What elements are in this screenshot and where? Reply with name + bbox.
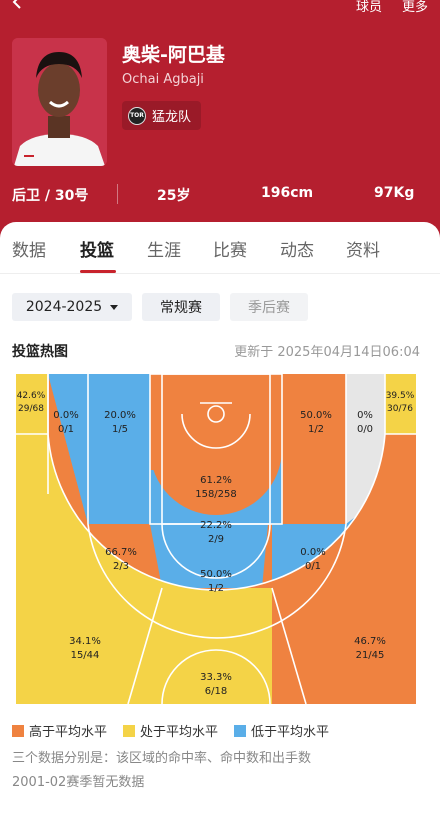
zone-top3: [128, 588, 272, 704]
shot-heatmap-court: 42.6% 29/68 39.5% 30/76 0.0% 0/1 20.0% 1…: [16, 374, 416, 704]
active-tab-indicator: [80, 270, 116, 273]
label-top-mid-made: 1/2: [208, 583, 224, 594]
label-left-baseline-mid-pct: 0.0%: [53, 410, 78, 421]
player-name-en: Ochai Agbaji: [122, 72, 204, 87]
tab-stats[interactable]: 数据: [12, 241, 46, 261]
heatmap-title: 投篮热图: [12, 344, 68, 360]
label-ft-pct: 22.2%: [200, 520, 232, 531]
playoffs-label: 季后赛: [248, 300, 290, 316]
legend-above-label: 高于平均水平: [29, 725, 108, 740]
legend-swatch-avg: [123, 724, 136, 737]
label-right-wing-mid-pct: 0.0%: [300, 547, 325, 558]
tab-shooting[interactable]: 投篮: [80, 241, 114, 261]
label-paint-made: 158/258: [195, 489, 237, 500]
player-stats-row: 后卫 / 30号 25岁 196cm 97Kg: [0, 180, 440, 208]
tab-bar: 数据 投篮 生涯 比赛 动态 资料: [0, 222, 440, 274]
label-right-baseline-mid-made: 0/0: [357, 424, 373, 435]
caret-down-icon: [110, 304, 119, 310]
roster-link[interactable]: 球员: [355, 0, 382, 15]
top-nav: 球员 更多: [356, 0, 428, 15]
legend-swatch-below: [234, 724, 247, 737]
tab-career[interactable]: 生涯: [147, 241, 181, 261]
label-top-mid-pct: 50.0%: [200, 569, 232, 580]
season-value: 2024-2025: [25, 299, 103, 315]
tab-profile[interactable]: 资料: [346, 241, 380, 261]
team-badge[interactable]: TOR 猛龙队: [122, 101, 202, 130]
legend-avg-label: 处于平均水平: [140, 725, 219, 740]
regular-season-button[interactable]: 常规赛: [142, 293, 220, 321]
divider: [117, 184, 118, 204]
label-left-corner3-made: 29/68: [18, 404, 44, 414]
label-top3-made: 6/18: [205, 686, 227, 697]
label-top3-pct: 33.3%: [200, 672, 232, 683]
age: 25岁: [157, 188, 191, 204]
zone-right-corner3: [385, 374, 416, 434]
label-right-short-mid-pct: 50.0%: [300, 410, 332, 421]
label-left-wing-mid-pct: 66.7%: [105, 547, 137, 558]
label-ft-made: 2/9: [208, 534, 224, 545]
zone-right-short-mid: [282, 374, 346, 524]
label-left-corner3-pct: 42.6%: [17, 391, 46, 401]
season-select[interactable]: 2024-2025: [12, 293, 132, 321]
label-right-corner3-made: 30/76: [387, 404, 413, 414]
label-left-baseline-mid-made: 0/1: [58, 424, 74, 435]
legend-below-label: 低于平均水平: [251, 725, 330, 740]
legend-swatch-above: [12, 724, 24, 737]
team-name: 猛龙队: [152, 110, 192, 125]
label-left-wing-mid-made: 2/3: [113, 561, 129, 572]
heatmap-legend: 高于平均水平 处于平均水平 低于平均水平: [12, 721, 329, 740]
tab-news[interactable]: 动态: [280, 241, 314, 261]
position-number: 后卫 / 30号: [12, 188, 89, 204]
zone-left-short-mid: [88, 374, 150, 524]
legend-avg: 处于平均水平: [123, 721, 218, 740]
legend-above: 高于平均水平: [12, 721, 107, 740]
heatmap-explain-note: 三个数据分别是：该区域的命中率、命中数和出手数: [12, 751, 312, 766]
player-name-cn: 奥柴-阿巴基: [122, 44, 225, 66]
label-left-short-mid-made: 1/5: [112, 424, 128, 435]
more-link[interactable]: 更多: [401, 0, 428, 15]
label-right-corner3-pct: 39.5%: [386, 391, 415, 401]
label-left-wing3-made: 15/44: [71, 650, 100, 661]
zone-ft: [150, 524, 282, 588]
legend-below: 低于平均水平: [234, 721, 329, 740]
label-right-wing-mid-made: 0/1: [305, 561, 321, 572]
weight: 97Kg: [374, 185, 415, 201]
back-arrow-icon[interactable]: [10, 0, 26, 10]
player-header: 球员 更多 奥柴-阿巴基 Ochai Agbaji TOR 猛龙队 后卫 / 3…: [0, 0, 440, 250]
label-right-short-mid-made: 1/2: [308, 424, 324, 435]
label-paint-pct: 61.2%: [200, 475, 232, 486]
heatmap-updated: 更新于 2025年04月14日06:04: [234, 345, 420, 360]
zone-paint: [150, 374, 282, 515]
zone-left-corner3: [16, 374, 48, 434]
regular-season-label: 常规赛: [160, 300, 202, 316]
no-data-note: 2001-02赛季暂无数据: [12, 775, 145, 790]
main-content: 数据 投篮 生涯 比赛 动态 资料 2024-2025 常规赛 季后赛 投篮热图…: [0, 222, 440, 831]
tab-games[interactable]: 比赛: [213, 241, 247, 261]
team-logo-icon: TOR: [128, 106, 146, 125]
label-right-wing3-made: 21/45: [356, 650, 385, 661]
player-avatar: [12, 38, 107, 166]
label-left-wing3-pct: 34.1%: [69, 636, 101, 647]
label-right-wing3-pct: 46.7%: [354, 636, 386, 647]
height: 196cm: [261, 185, 314, 201]
label-left-short-mid-pct: 20.0%: [104, 410, 136, 421]
label-right-baseline-mid-pct: 0%: [357, 410, 373, 421]
playoffs-button[interactable]: 季后赛: [230, 293, 308, 321]
